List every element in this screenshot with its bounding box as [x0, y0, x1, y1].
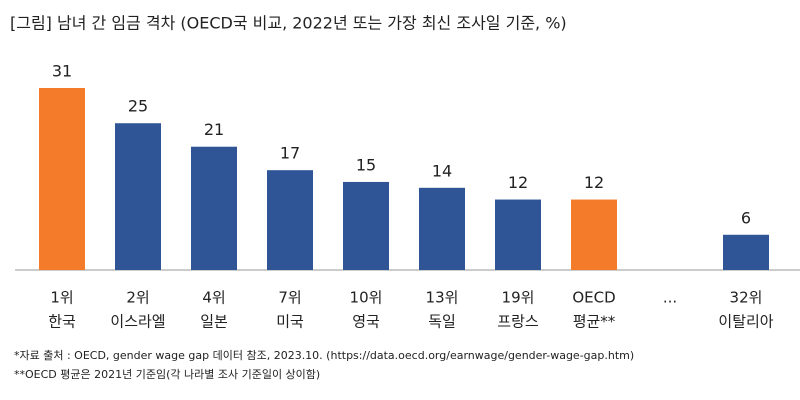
- bar: [343, 181, 389, 270]
- chart-title: [그림] 남녀 간 임금 격차 (OECD국 비교, 2022년 또는 가장 최…: [10, 14, 567, 33]
- bar: [191, 146, 237, 270]
- x-tick-label: ...: [663, 289, 677, 307]
- value-label: 6: [741, 208, 751, 227]
- x-tick-label: 19위: [502, 289, 535, 307]
- bar: [571, 199, 617, 270]
- value-label: 12: [508, 173, 528, 192]
- footnote: **OECD 평균은 2021년 기준임(각 나라별 조사 기준일이 상이함): [14, 367, 320, 381]
- bar: [115, 123, 161, 271]
- value-label: 25: [128, 97, 148, 116]
- value-label: 17: [280, 144, 300, 163]
- x-tick-label: 프랑스: [497, 313, 539, 331]
- bar: [419, 187, 465, 270]
- x-tick-label: 32위: [730, 289, 763, 307]
- x-tick-label: 미국: [276, 313, 304, 331]
- x-tick-label: 한국: [48, 313, 76, 331]
- x-tick-label: 1위: [50, 289, 73, 307]
- x-tick-label: 이탈리아: [718, 313, 773, 331]
- x-tick-label: 2위: [126, 289, 149, 307]
- x-tick-label: 13위: [426, 289, 459, 307]
- footnote: *자료 출처 : OECD, gender wage gap 데이터 참조, 2…: [14, 349, 634, 362]
- value-label: 12: [584, 173, 604, 192]
- x-tick-label: 4위: [202, 289, 225, 307]
- value-label: 21: [204, 120, 224, 139]
- value-label: 15: [356, 155, 376, 174]
- x-tick-label: 이스라엘: [110, 313, 165, 331]
- x-tick-label: 독일: [428, 313, 456, 331]
- bar: [723, 234, 769, 270]
- x-tick-label: 7위: [278, 289, 301, 307]
- bar: [495, 199, 541, 270]
- x-tick-label: 영국: [352, 313, 380, 331]
- bar: [267, 170, 313, 270]
- x-tick-label: 10위: [350, 289, 383, 307]
- x-tick-label: 평균**: [573, 313, 616, 331]
- value-label: 31: [52, 62, 72, 81]
- x-tick-label: OECD: [572, 289, 615, 307]
- value-label: 14: [432, 161, 452, 180]
- bar: [39, 88, 85, 270]
- x-tick-label: 일본: [200, 313, 228, 331]
